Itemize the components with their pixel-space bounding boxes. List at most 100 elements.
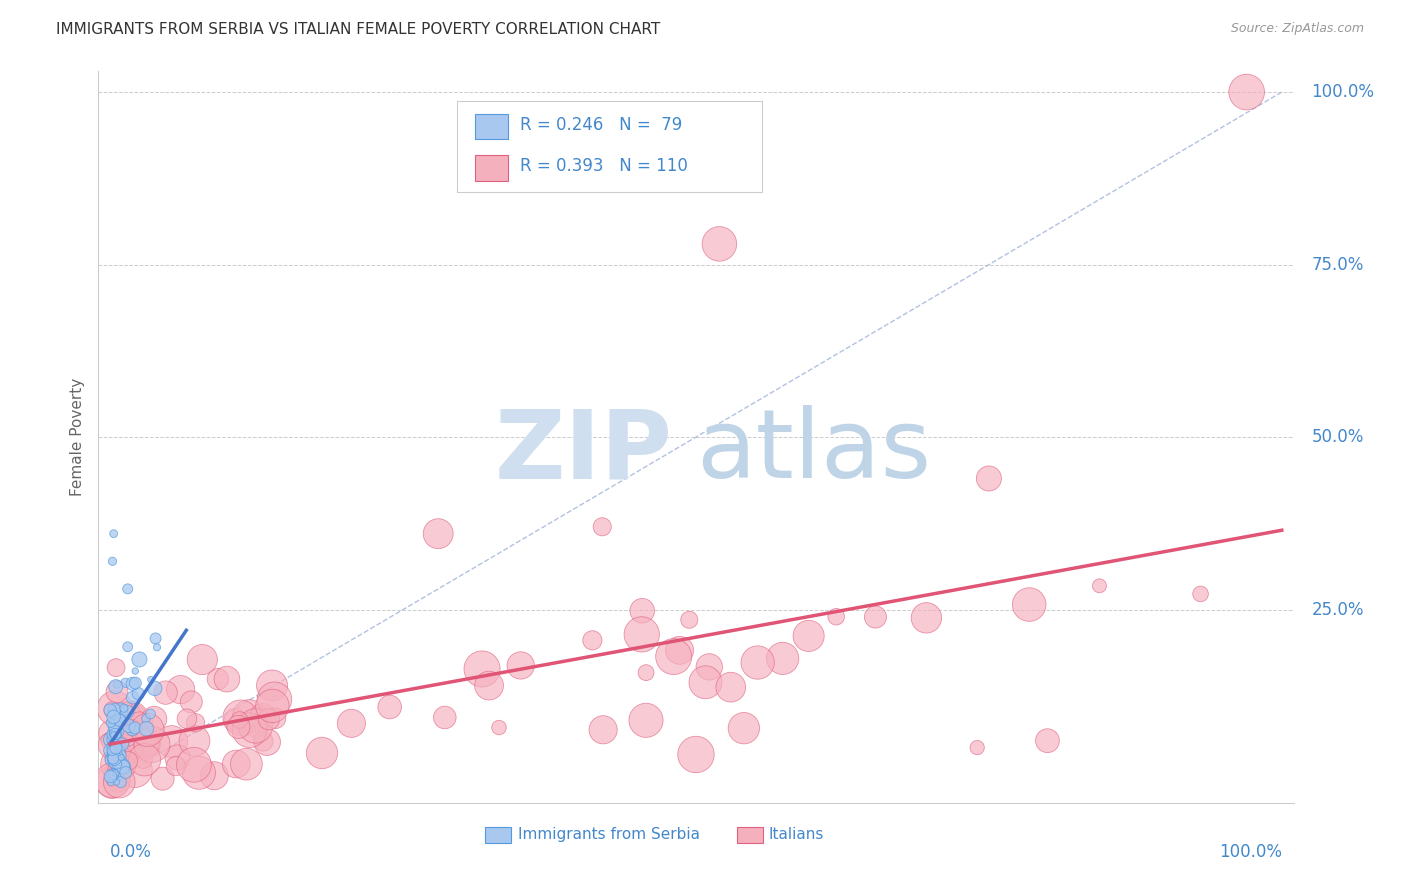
Text: 100.0%: 100.0% — [1219, 843, 1282, 861]
Point — [235, 757, 257, 772]
Text: R = 0.246   N =  79: R = 0.246 N = 79 — [520, 116, 682, 134]
Point — [105, 750, 128, 764]
Point — [120, 711, 142, 725]
Point — [103, 752, 125, 766]
Point — [160, 734, 183, 748]
Point — [100, 739, 122, 753]
Point — [207, 672, 229, 686]
Point — [128, 718, 150, 732]
Point — [105, 775, 128, 789]
Point — [136, 723, 159, 737]
Point — [112, 760, 135, 774]
Point — [225, 757, 247, 772]
Text: IMMIGRANTS FROM SERBIA VS ITALIAN FEMALE POVERTY CORRELATION CHART: IMMIGRANTS FROM SERBIA VS ITALIAN FEMALE… — [56, 22, 661, 37]
Point — [215, 672, 238, 686]
Point — [104, 731, 127, 745]
Point — [1088, 579, 1111, 593]
Text: Source: ZipAtlas.com: Source: ZipAtlas.com — [1230, 22, 1364, 36]
Point — [103, 723, 125, 738]
Point — [176, 712, 198, 726]
Point — [105, 767, 128, 781]
Point — [110, 750, 132, 764]
Point — [1018, 598, 1040, 612]
Point — [166, 750, 188, 764]
Point — [662, 649, 685, 664]
Point — [747, 656, 769, 670]
Point — [117, 640, 139, 654]
Point — [110, 775, 132, 789]
Point — [264, 711, 287, 725]
Point — [124, 721, 146, 735]
Text: 100.0%: 100.0% — [1312, 83, 1375, 101]
Point — [107, 724, 129, 739]
Point — [697, 660, 720, 674]
Point — [966, 740, 988, 755]
Point — [720, 680, 742, 694]
Point — [105, 677, 128, 691]
Point — [105, 756, 128, 771]
Point — [135, 722, 157, 736]
Point — [471, 662, 494, 676]
Point — [101, 726, 124, 740]
Point — [262, 698, 284, 713]
Point — [118, 719, 141, 733]
Point — [100, 753, 122, 767]
Point — [101, 745, 124, 759]
Point — [104, 727, 127, 741]
Point — [108, 713, 131, 727]
Point — [101, 773, 124, 788]
Text: ZIP: ZIP — [494, 405, 672, 499]
Point — [229, 711, 252, 725]
Point — [107, 739, 129, 753]
Text: 75.0%: 75.0% — [1312, 256, 1364, 274]
Point — [678, 613, 700, 627]
Point — [114, 765, 136, 780]
Point — [104, 764, 127, 778]
Point — [101, 748, 124, 763]
Point — [104, 720, 127, 734]
Point — [124, 664, 146, 678]
Point — [105, 744, 128, 758]
Point — [98, 703, 121, 717]
Text: atlas: atlas — [696, 405, 931, 499]
Point — [155, 685, 177, 699]
Point — [378, 700, 401, 714]
Point — [634, 714, 657, 728]
Point — [107, 748, 129, 763]
Point — [101, 772, 124, 787]
Point — [121, 677, 143, 691]
Point — [105, 716, 128, 731]
Point — [108, 775, 131, 789]
Point — [139, 673, 162, 687]
Point — [191, 652, 214, 666]
Point — [202, 769, 225, 783]
Point — [252, 709, 274, 723]
Point — [104, 755, 127, 769]
Point — [124, 763, 146, 777]
Point — [105, 757, 128, 772]
Point — [238, 709, 260, 723]
Point — [134, 753, 156, 767]
Point — [772, 651, 794, 665]
Bar — [485, 827, 510, 843]
Point — [111, 755, 134, 769]
Point — [135, 736, 157, 750]
Point — [101, 703, 124, 717]
Point — [107, 751, 129, 765]
Point — [103, 732, 125, 747]
Point — [685, 747, 707, 762]
Point — [101, 717, 124, 731]
Point — [104, 701, 127, 715]
Text: R = 0.393   N = 110: R = 0.393 N = 110 — [520, 158, 688, 176]
Point — [1036, 733, 1059, 747]
Point — [257, 712, 280, 726]
Point — [122, 720, 145, 734]
Point — [695, 675, 717, 690]
Point — [117, 754, 139, 768]
Point — [228, 720, 250, 734]
Bar — [737, 827, 762, 843]
Point — [184, 715, 207, 730]
Point — [488, 721, 510, 735]
Point — [103, 526, 125, 541]
Point — [733, 721, 755, 735]
